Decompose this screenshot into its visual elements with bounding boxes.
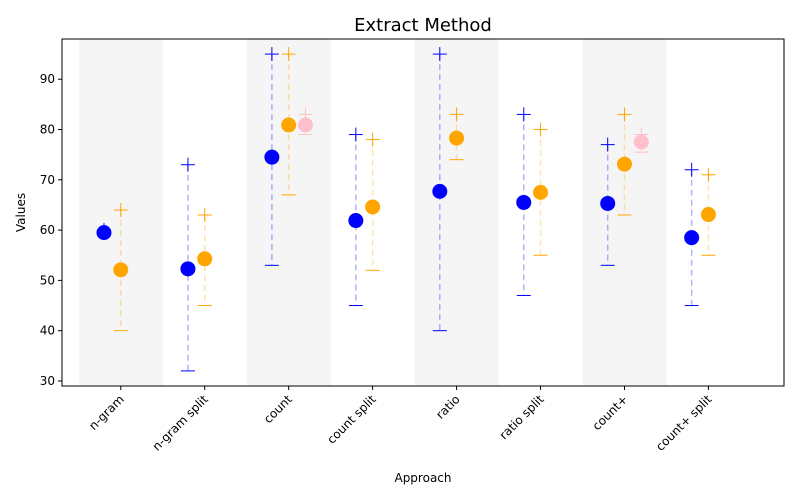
x-tick-label: n-gram — [86, 392, 127, 433]
mean-point — [600, 195, 616, 211]
mean-markers — [96, 117, 716, 278]
mean-point — [113, 262, 129, 278]
mean-point — [516, 194, 532, 210]
y-tick-label: 30 — [40, 374, 55, 388]
x-tick-label: n-gram split — [150, 392, 211, 453]
y-tick-label: 70 — [40, 173, 55, 187]
y-tick-label: 50 — [40, 273, 55, 287]
mean-point — [700, 207, 716, 223]
y-tick-label: 60 — [40, 223, 55, 237]
mean-point — [449, 130, 465, 146]
mean-point — [684, 230, 700, 246]
category-band — [246, 39, 331, 386]
mean-point — [264, 149, 280, 165]
x-tick-label: count — [261, 392, 295, 426]
x-tick-label: count+ — [590, 392, 631, 433]
mean-point — [533, 184, 549, 200]
category-band — [582, 39, 667, 386]
mean-point — [432, 183, 448, 199]
mean-point — [297, 117, 313, 133]
mean-point — [365, 199, 381, 215]
mean-point — [96, 225, 112, 241]
x-tick-label: ratio split — [497, 392, 547, 442]
y-axis-ticks: 30 40 50 60 70 80 90 — [40, 72, 62, 388]
mean-point — [616, 156, 632, 172]
mean-point — [633, 134, 649, 150]
x-axis-ticks: n-gram n-gram split count count split ratio r… — [86, 386, 715, 454]
category-bands — [78, 39, 667, 386]
y-tick-label: 90 — [40, 72, 55, 86]
x-tick-label: ratio — [433, 392, 462, 421]
category-band — [414, 39, 499, 386]
chart-title: Extract Method — [354, 15, 492, 36]
y-axis-label: Values — [14, 193, 28, 232]
x-tick-label: count split — [324, 392, 379, 447]
mean-point — [281, 117, 297, 133]
y-tick-label: 80 — [40, 123, 55, 137]
y-tick-label: 40 — [40, 324, 55, 338]
mean-point — [348, 213, 364, 229]
mean-point — [180, 261, 196, 277]
x-tick-label: count+ split — [653, 392, 715, 454]
mean-point — [197, 251, 213, 267]
axes-frame — [61, 38, 785, 387]
x-axis-label: Approach — [394, 471, 451, 485]
